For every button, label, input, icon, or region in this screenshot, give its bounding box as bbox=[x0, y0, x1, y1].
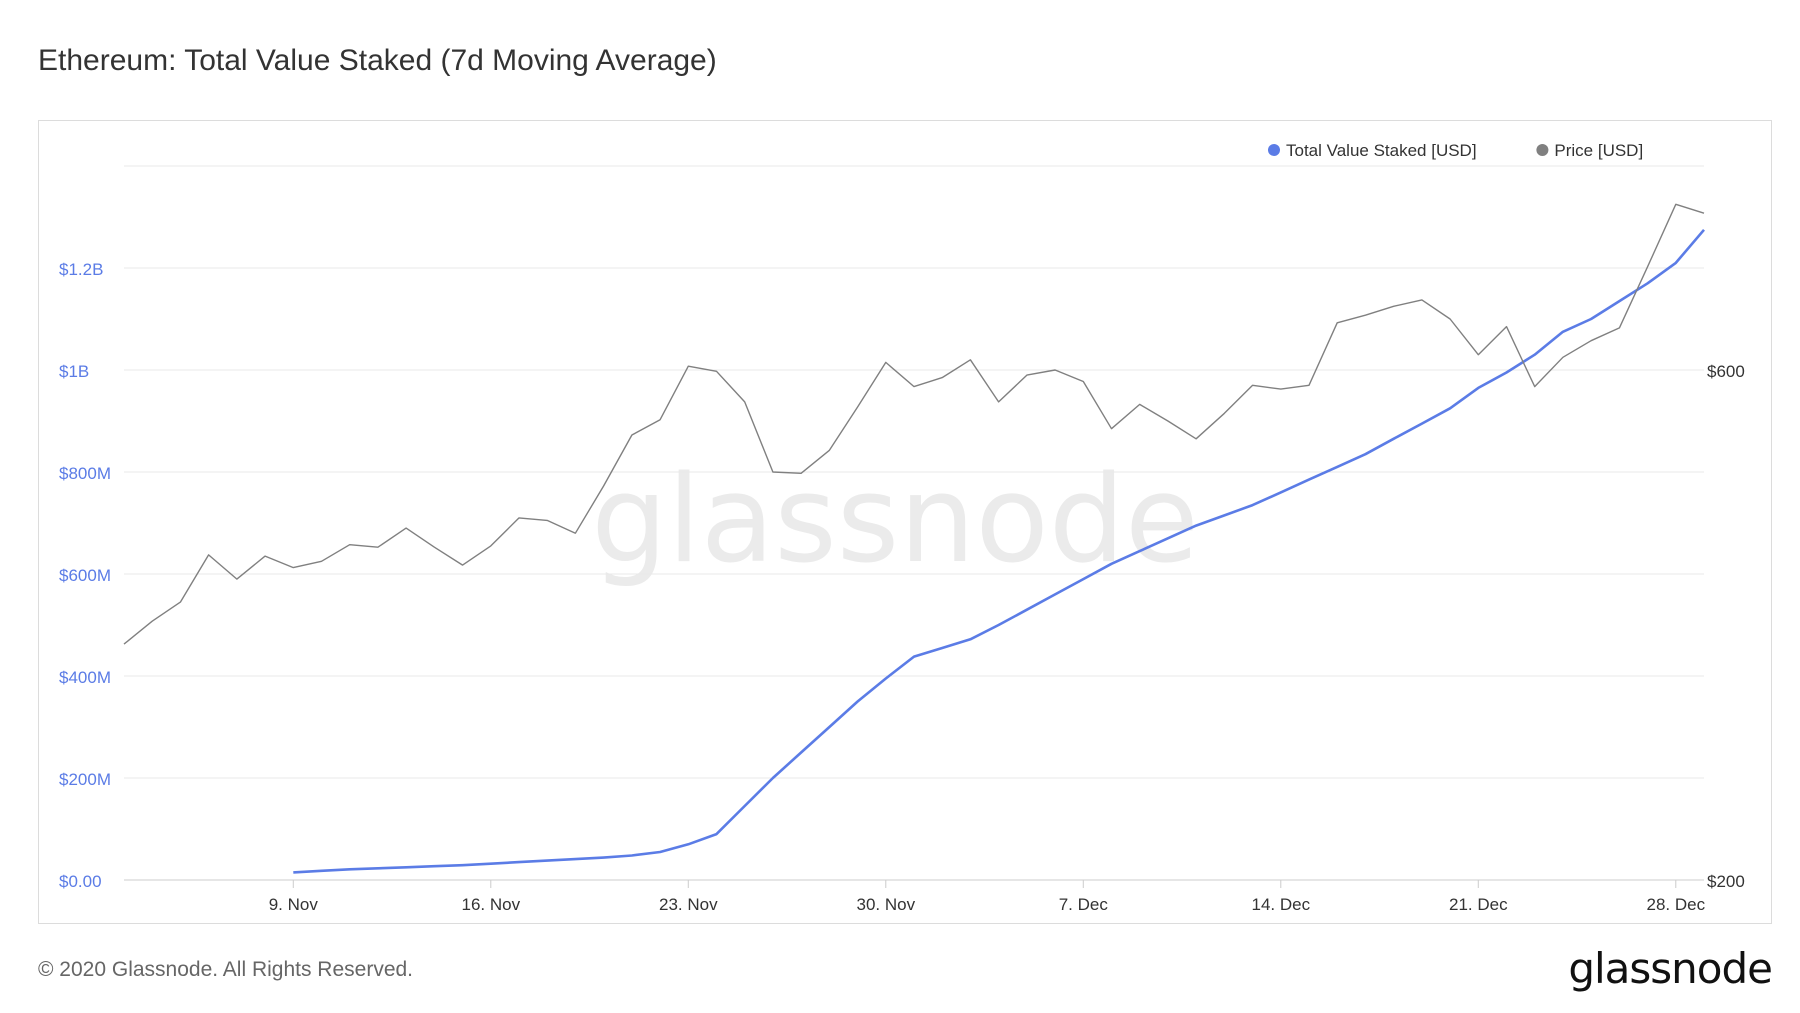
x-tick-label: 9. Nov bbox=[269, 895, 319, 914]
y-left-tick-label: $1.2B bbox=[59, 260, 103, 279]
x-tick-label: 16. Nov bbox=[461, 895, 520, 914]
x-tick-label: 28. Dec bbox=[1646, 895, 1705, 914]
series-line-total-value-staked bbox=[293, 228, 1705, 874]
x-tick-label: 30. Nov bbox=[856, 895, 915, 914]
watermark: glassnode bbox=[591, 451, 1199, 590]
x-tick-label: 21. Dec bbox=[1449, 895, 1508, 914]
chart-frame: glassnode $0.00 $200M $400M $600M $800M $1B $1… bbox=[38, 120, 1772, 924]
legend-marker-staked bbox=[1268, 144, 1280, 156]
series-lines bbox=[123, 203, 1705, 874]
y-left-tick-label: $200M bbox=[59, 770, 111, 789]
series-line-price bbox=[123, 203, 1705, 645]
y-right-tick-label: $200 bbox=[1707, 872, 1745, 891]
axes: $0.00 $200M $400M $600M $800M $1B $1.2B $200 $60… bbox=[59, 260, 1745, 914]
x-tick-label: 14. Dec bbox=[1251, 895, 1310, 914]
y-left-tick-label: $600M bbox=[59, 566, 111, 585]
legend: Total Value Staked [USD] Price [USD] bbox=[1268, 141, 1643, 160]
y-right-tick-label: $600 bbox=[1707, 362, 1745, 381]
chart: glassnode $0.00 $200M $400M $600M $800M $1B $1… bbox=[59, 141, 1745, 914]
y-left-tick-label: $800M bbox=[59, 464, 111, 483]
legend-label: Price [USD] bbox=[1554, 141, 1643, 160]
y-left-tick-label: $0.00 bbox=[59, 872, 102, 891]
y-left-tick-label: $1B bbox=[59, 362, 89, 381]
x-tick-label: 7. Dec bbox=[1059, 895, 1109, 914]
legend-label: Total Value Staked [USD] bbox=[1286, 141, 1477, 160]
page-title: Ethereum: Total Value Staked (7d Moving … bbox=[38, 44, 717, 77]
grid bbox=[124, 165, 1704, 881]
legend-marker-price bbox=[1536, 144, 1549, 156]
x-tick-label: 23. Nov bbox=[659, 895, 718, 914]
copyright: © 2020 Glassnode. All Rights Reserved. bbox=[38, 958, 414, 981]
y-left-tick-label: $400M bbox=[59, 668, 111, 687]
footer-logo: glassnode bbox=[1568, 944, 1773, 993]
